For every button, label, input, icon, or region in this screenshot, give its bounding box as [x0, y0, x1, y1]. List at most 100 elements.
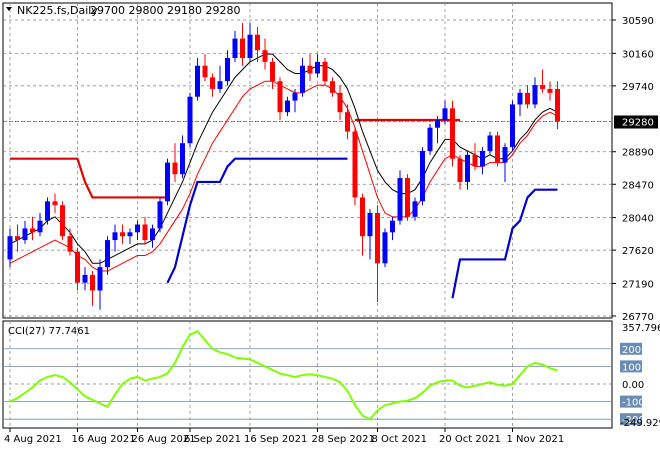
- candle: [270, 57, 275, 89]
- candle: [442, 100, 448, 124]
- candle-body: [217, 81, 223, 89]
- candle-body: [22, 228, 28, 241]
- time-tick-label: 16 Aug 2021: [72, 434, 136, 445]
- ohlc-values: 29700 29800 29180 29280: [90, 4, 240, 17]
- time-tick-label: 28 Sep 2021: [312, 434, 375, 445]
- candle: [52, 193, 58, 213]
- candle-body: [75, 251, 80, 283]
- candle: [165, 158, 170, 206]
- candle: [315, 54, 320, 78]
- current-price-marker: 29280: [614, 115, 658, 129]
- candle: [292, 88, 298, 113]
- candle: [45, 197, 50, 225]
- candle: [435, 116, 440, 144]
- candle: [7, 228, 13, 268]
- current-price-box: [614, 115, 658, 129]
- candle-body: [285, 100, 290, 113]
- candle: [427, 123, 433, 155]
- candle: [262, 38, 268, 70]
- candle: [390, 216, 395, 241]
- candle: [472, 143, 478, 171]
- cci-level-box: [620, 395, 642, 408]
- candle: [345, 104, 350, 140]
- candle: [525, 85, 530, 109]
- candle-body: [435, 119, 440, 128]
- time-tick-label: 6 Sep 2021: [184, 434, 241, 445]
- candle: [360, 193, 365, 256]
- candle-body: [187, 96, 193, 144]
- candle: [540, 69, 545, 93]
- candle-body: [97, 267, 103, 291]
- candle-body: [172, 162, 178, 175]
- candle-body: [390, 220, 395, 233]
- candle-body: [15, 236, 20, 241]
- candle: [105, 236, 110, 275]
- candle: [217, 65, 223, 93]
- price-tick-label: 28040: [622, 214, 654, 225]
- candle: [307, 54, 313, 82]
- candle-body: [540, 85, 545, 89]
- candle-body: [457, 158, 463, 182]
- candles: [7, 23, 560, 310]
- fast-ma-path: [9, 53, 558, 264]
- candle: [75, 247, 80, 291]
- candle-body: [397, 178, 403, 221]
- price-tick-label: 29740: [622, 82, 654, 93]
- candle-body: [330, 81, 335, 93]
- time-tick-label: 26 Aug 2021: [132, 434, 196, 445]
- candle: [420, 147, 425, 206]
- candle: [487, 131, 493, 155]
- candle-body: [337, 92, 343, 113]
- candle-body: [247, 34, 253, 58]
- candle: [450, 100, 455, 167]
- candle-body: [210, 77, 215, 89]
- candle-body: [525, 92, 530, 105]
- cci-title: CCI(27) 77.7461: [8, 326, 90, 337]
- cci-top-label: 357.796: [622, 323, 660, 334]
- candle: [502, 143, 508, 182]
- candle: [22, 220, 28, 244]
- candle-body: [442, 108, 448, 120]
- candle-body: [292, 92, 298, 101]
- candle-body: [165, 162, 170, 202]
- candle: [555, 81, 560, 130]
- candle-body: [45, 201, 50, 221]
- candle: [180, 135, 185, 179]
- candle: [375, 205, 380, 303]
- candle-body: [480, 150, 485, 167]
- candle-body: [82, 274, 88, 283]
- candle: [127, 228, 133, 244]
- candle: [532, 77, 538, 109]
- candle-body: [105, 240, 110, 268]
- candle: [135, 220, 140, 241]
- candle-body: [112, 232, 118, 241]
- cci-level-box: [620, 342, 642, 355]
- candle-body: [127, 232, 133, 237]
- price-tick-label: 27190: [622, 279, 654, 290]
- candle-body: [465, 154, 470, 182]
- candle-body: [30, 228, 35, 233]
- candle: [465, 150, 470, 190]
- fast-moving-average: [9, 53, 558, 264]
- candle: [232, 30, 238, 62]
- candle: [225, 50, 230, 86]
- time-tick-label: 8 Oct 2021: [372, 434, 427, 445]
- candle: [67, 228, 73, 256]
- candle: [15, 224, 20, 252]
- candle-body: [495, 135, 500, 163]
- cci-level-label: 0.00: [622, 380, 644, 391]
- cci-levels: [3, 348, 612, 420]
- candle: [240, 23, 245, 66]
- candle: [382, 228, 388, 268]
- price-tick-label: 27620: [622, 246, 654, 257]
- candle: [480, 147, 485, 175]
- cci-line: [9, 329, 558, 421]
- candle-body: [360, 197, 365, 237]
- candle-body: [412, 201, 418, 217]
- price-tick-label: 26770: [622, 312, 654, 323]
- candle-body: [375, 212, 380, 264]
- candle: [97, 259, 103, 310]
- candle-body: [277, 81, 283, 113]
- cci-level-box: [620, 360, 642, 373]
